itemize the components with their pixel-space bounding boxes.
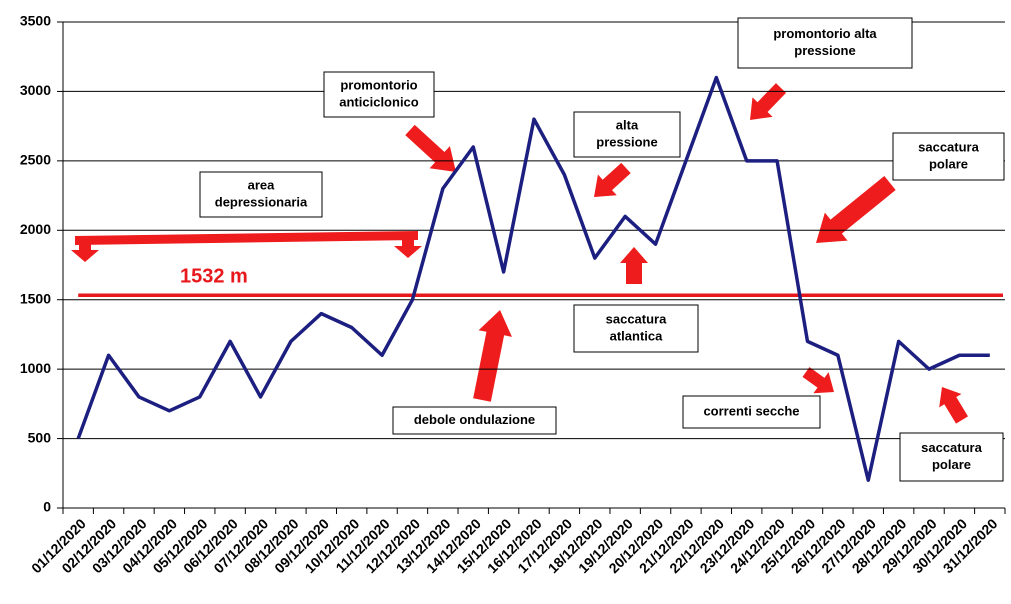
- y-tick-label: 3500: [20, 13, 51, 29]
- annotation-text: pressione: [794, 43, 855, 58]
- arrow: [802, 367, 834, 394]
- arrows: [71, 83, 968, 424]
- annotation-text: promontorio: [340, 77, 417, 92]
- arrow: [939, 387, 968, 424]
- annotation-box: [392, 406, 557, 435]
- annotation-box: [899, 432, 1004, 482]
- annotation-box: [323, 71, 435, 118]
- y-tick-label: 500: [28, 429, 52, 445]
- annotation-box: [199, 171, 323, 218]
- annotation-text: polare: [929, 156, 968, 171]
- annotation-text: correnti secche: [703, 403, 799, 418]
- annotation-text: debole ondulazione: [414, 412, 535, 427]
- arrow: [620, 247, 648, 284]
- y-tick-label: 2000: [20, 221, 51, 237]
- y-tick-label: 1500: [20, 290, 51, 306]
- annotation-box: [737, 17, 913, 69]
- annotation-text: depressionaria: [215, 194, 308, 209]
- data-line: [76, 75, 990, 482]
- y-tick-label: 1000: [20, 360, 51, 376]
- annotation-box: [892, 132, 1005, 181]
- bracket: [75, 231, 418, 245]
- arrow: [750, 83, 787, 120]
- arrow: [71, 240, 99, 262]
- y-tick-label: 2500: [20, 152, 51, 168]
- annotation-box: [573, 111, 681, 158]
- annotation-text: anticiclonico: [339, 94, 419, 109]
- annotation-text: saccatura: [918, 139, 979, 154]
- annotation-text: area: [248, 177, 276, 192]
- annotation-box: [573, 304, 699, 353]
- annotation-text: promontorio alta: [773, 26, 877, 41]
- annotation-text: atlantica: [610, 328, 664, 343]
- y-tick-label: 0: [43, 499, 51, 515]
- annotation-text: pressione: [596, 134, 657, 149]
- reference-label: 1532 m: [180, 266, 248, 288]
- arrow: [394, 236, 422, 258]
- annotation-text: alta: [616, 117, 639, 132]
- annotation-text: saccatura: [921, 440, 982, 455]
- arrow: [816, 176, 896, 243]
- annotation-text: polare: [932, 457, 971, 472]
- arrow: [594, 162, 631, 197]
- annotation-box: [682, 395, 821, 429]
- arrow: [473, 310, 512, 402]
- arrow: [405, 124, 456, 172]
- y-tick-label: 3000: [20, 82, 51, 98]
- annotation-text: saccatura: [606, 311, 667, 326]
